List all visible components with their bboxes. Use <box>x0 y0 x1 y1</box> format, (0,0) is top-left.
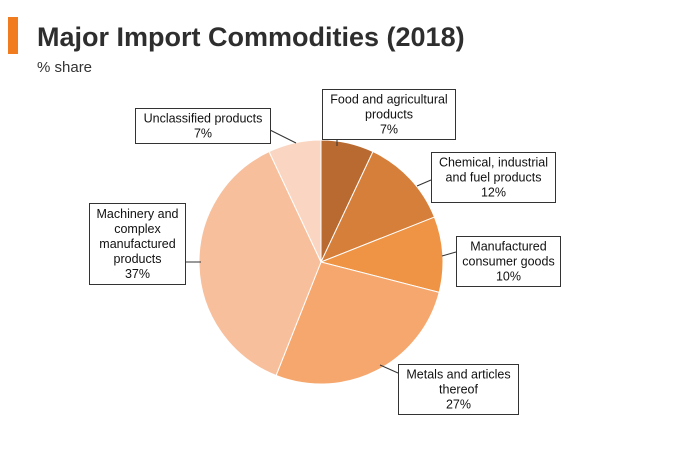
slice-leader-line <box>269 129 297 144</box>
slice-leader-line <box>379 364 399 374</box>
slice-value-label: 7% <box>380 123 398 137</box>
chart-title: Major Import Commodities (2018) <box>37 22 465 52</box>
slice-label-box <box>89 203 186 285</box>
slice-category-label: and fuel products <box>446 171 542 185</box>
slice-value-label: 10% <box>496 270 521 284</box>
pie-slice <box>275 261 440 385</box>
slice-category-label: consumer goods <box>462 255 554 269</box>
chart-subtitle: % share <box>37 59 93 76</box>
pie-labels: Food and agriculturalproducts7%Chemical,… <box>89 89 561 415</box>
slice-value-label: 27% <box>446 398 471 412</box>
slice-category-label: products <box>114 252 162 266</box>
slice-value-label: 7% <box>194 127 212 141</box>
slice-value-label: 12% <box>481 186 506 200</box>
slice-category-label: Metals and articles <box>406 368 510 382</box>
slice-category-label: complex <box>114 222 161 236</box>
slice-category-label: Unclassified products <box>144 112 263 126</box>
pie-slice <box>198 150 322 377</box>
slice-category-label: products <box>365 108 413 122</box>
slice-category-label: Manufactured <box>470 240 546 254</box>
slice-label-box <box>135 108 271 144</box>
pie-slices <box>198 139 444 385</box>
slice-leader-line <box>416 179 432 187</box>
slice-category-label: Machinery and <box>97 207 179 221</box>
slice-category-label: Chemical, industrial <box>439 156 548 170</box>
slice-label-box <box>398 364 519 415</box>
slice-category-label: thereof <box>439 383 478 397</box>
pie-slice <box>268 139 322 263</box>
pie-slice <box>320 150 436 263</box>
title-accent-bar <box>8 17 18 54</box>
slice-category-label: Food and agricultural <box>330 93 447 107</box>
slice-label-box <box>322 89 456 140</box>
slice-label-box <box>431 152 556 203</box>
slice-label-box <box>456 236 561 287</box>
pie-slice <box>319 216 444 293</box>
slice-value-label: 37% <box>125 267 150 281</box>
slice-category-label: manufactured <box>99 237 175 251</box>
slice-leader-line <box>441 251 457 257</box>
